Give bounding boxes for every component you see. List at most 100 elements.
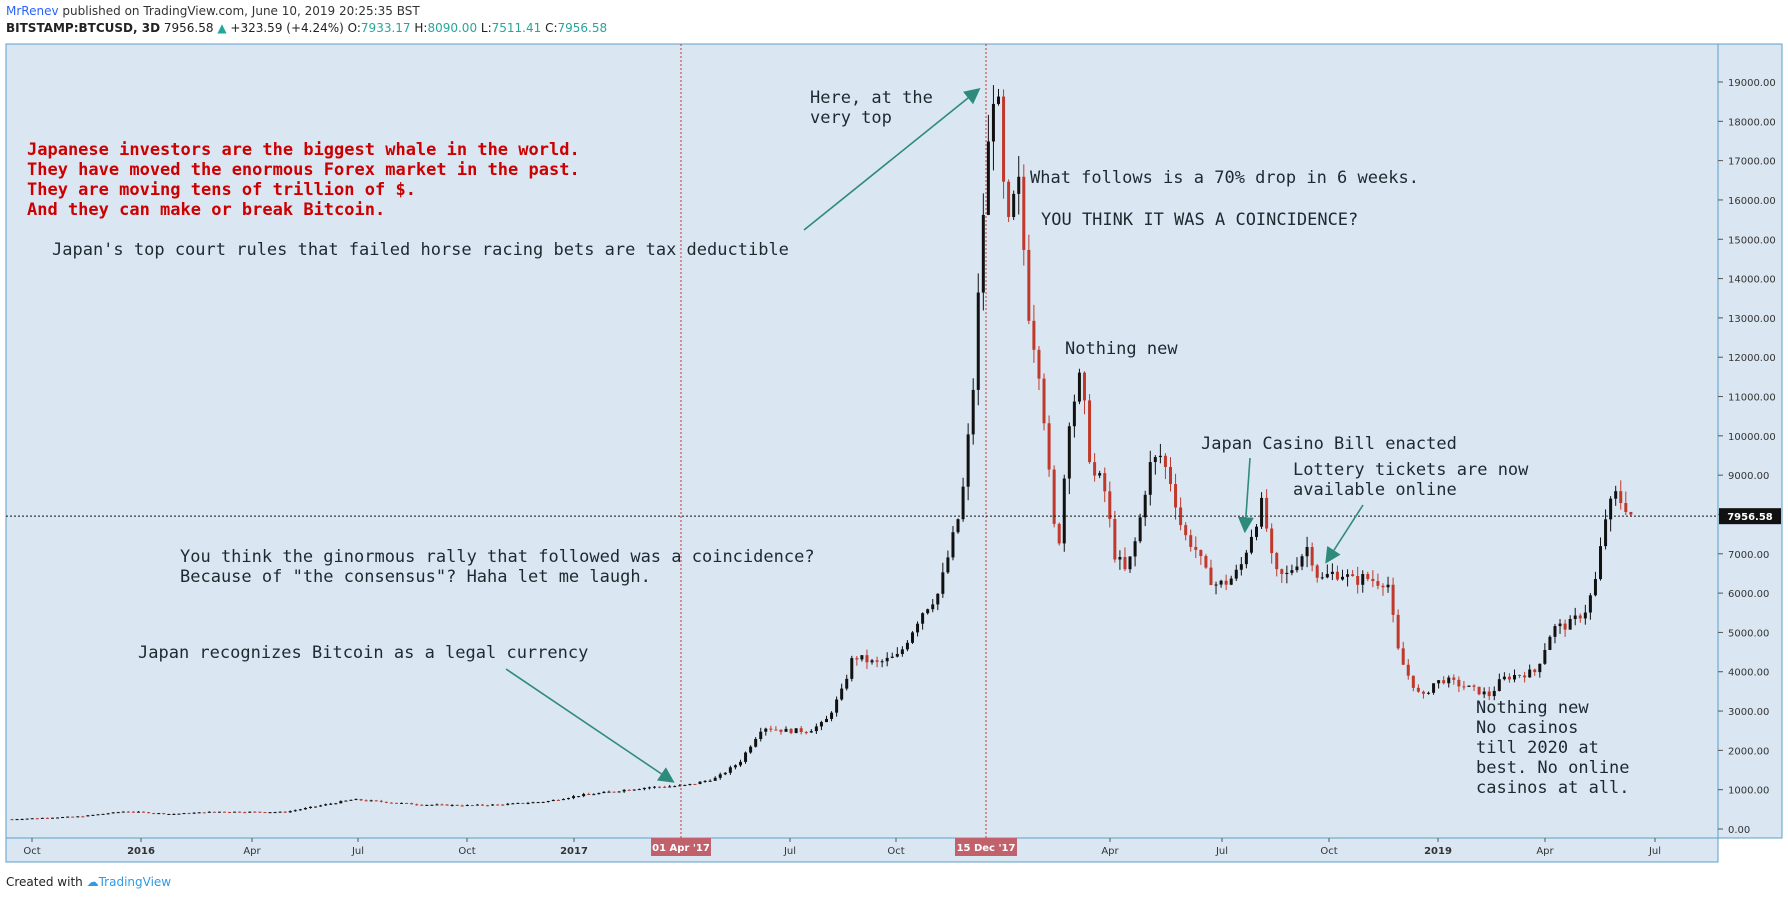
candle-body <box>1427 692 1431 694</box>
candle-body <box>885 657 889 662</box>
candle-body <box>1174 484 1178 508</box>
candle-body <box>683 784 687 786</box>
close-value: 7956.58 <box>557 21 608 35</box>
candle-body <box>293 810 297 812</box>
tradingview-link[interactable]: TradingView <box>98 875 172 889</box>
candle-body <box>1335 571 1339 580</box>
candle-body <box>749 746 753 753</box>
candle-body <box>480 804 484 806</box>
candle-body <box>1239 564 1243 570</box>
candle-body <box>126 811 130 813</box>
candle-body <box>754 739 758 747</box>
candle-body <box>268 812 272 814</box>
candle-body <box>486 805 490 807</box>
candle-body <box>101 813 105 815</box>
open-label: O: <box>347 21 361 35</box>
candle-body <box>769 728 773 730</box>
candle-body <box>1366 574 1370 579</box>
author-link[interactable]: MrRenev <box>6 4 59 18</box>
symbol-header: BITSTAMP:BTCUSD, 3D 7956.58 ▲ +323.59 (+… <box>6 21 607 35</box>
candle-body <box>136 811 140 813</box>
candle-body <box>668 786 672 788</box>
candle-body <box>845 678 849 689</box>
candle-body <box>708 780 712 782</box>
open-value: 7933.17 <box>360 21 411 35</box>
candle-body <box>172 813 176 815</box>
candle-body <box>1356 576 1360 585</box>
candle-body <box>1341 576 1345 580</box>
candle-body <box>1270 528 1274 554</box>
candle-body <box>1214 584 1218 586</box>
created-with-text: Created with <box>6 875 83 889</box>
candle-body <box>491 804 495 806</box>
candle-body <box>602 791 606 794</box>
candle-body <box>470 805 474 807</box>
candle-body <box>1285 572 1289 574</box>
candle-body <box>1072 401 1076 427</box>
candle-body <box>1492 690 1496 697</box>
candle-body <box>875 660 879 662</box>
candle-body <box>460 805 464 807</box>
candle-body <box>1012 193 1016 217</box>
candle-body <box>455 804 459 806</box>
candle-body <box>298 809 302 811</box>
candle-body <box>1533 669 1537 673</box>
candle-body <box>1477 686 1481 695</box>
candle-body <box>1113 518 1117 560</box>
candle-body <box>61 817 65 819</box>
candle-body <box>764 728 768 732</box>
candle-body <box>663 786 667 788</box>
low-label: L: <box>480 21 492 35</box>
candle-body <box>10 819 14 821</box>
high-label: H: <box>414 21 428 35</box>
candle-body <box>303 808 307 810</box>
candle-body <box>698 781 702 785</box>
candle-body <box>617 791 621 793</box>
candle-body <box>981 214 985 293</box>
candle-body <box>612 791 616 793</box>
candle-body <box>76 816 80 818</box>
y-tick-label: 18000.00 <box>1728 117 1776 128</box>
candle-body <box>394 802 398 804</box>
x-tick-label: Oct <box>887 846 904 857</box>
candle-body <box>1305 546 1309 557</box>
candle-body <box>1168 466 1172 485</box>
candle-body <box>1482 691 1486 695</box>
candle-body <box>308 806 312 809</box>
whale-annotation: Japanese investors are the biggest whale… <box>27 140 590 220</box>
price-axis[interactable] <box>1717 43 1783 839</box>
candle-body <box>926 609 930 614</box>
candle-body <box>688 783 692 785</box>
casino-annotation: Japan Casino Bill enacted <box>1201 434 1457 454</box>
candle-body <box>1629 511 1633 515</box>
time-axis[interactable] <box>5 837 1719 863</box>
nothing2-line-4: best. No online <box>1476 758 1630 778</box>
candle-body <box>693 783 697 785</box>
candle-body <box>435 804 439 806</box>
candle-body <box>1457 679 1461 687</box>
candle-body <box>1143 494 1147 518</box>
candle-body <box>1255 526 1259 537</box>
date-badge-1-text: 01 Apr '17 <box>652 843 710 854</box>
x-tick-label: Jul <box>783 846 796 857</box>
candle-body <box>860 655 864 660</box>
candle-body <box>20 819 24 821</box>
candle-body <box>1062 478 1066 544</box>
candle-body <box>389 802 393 804</box>
candle-body <box>1199 549 1203 556</box>
candle-body <box>212 811 216 813</box>
candle-body <box>197 812 201 814</box>
candle-body <box>228 811 232 813</box>
candle-body <box>1108 491 1112 519</box>
candle-body <box>66 816 70 818</box>
candle-body <box>152 813 156 815</box>
candle-body <box>637 789 641 791</box>
plot-area[interactable] <box>5 43 1719 839</box>
candle-body <box>936 593 940 605</box>
candle-body <box>1558 623 1562 627</box>
candle-body <box>450 804 454 806</box>
candle-body <box>1067 426 1071 479</box>
tradingview-logo-icon: ☁ <box>86 875 99 889</box>
candle-body <box>106 813 110 815</box>
